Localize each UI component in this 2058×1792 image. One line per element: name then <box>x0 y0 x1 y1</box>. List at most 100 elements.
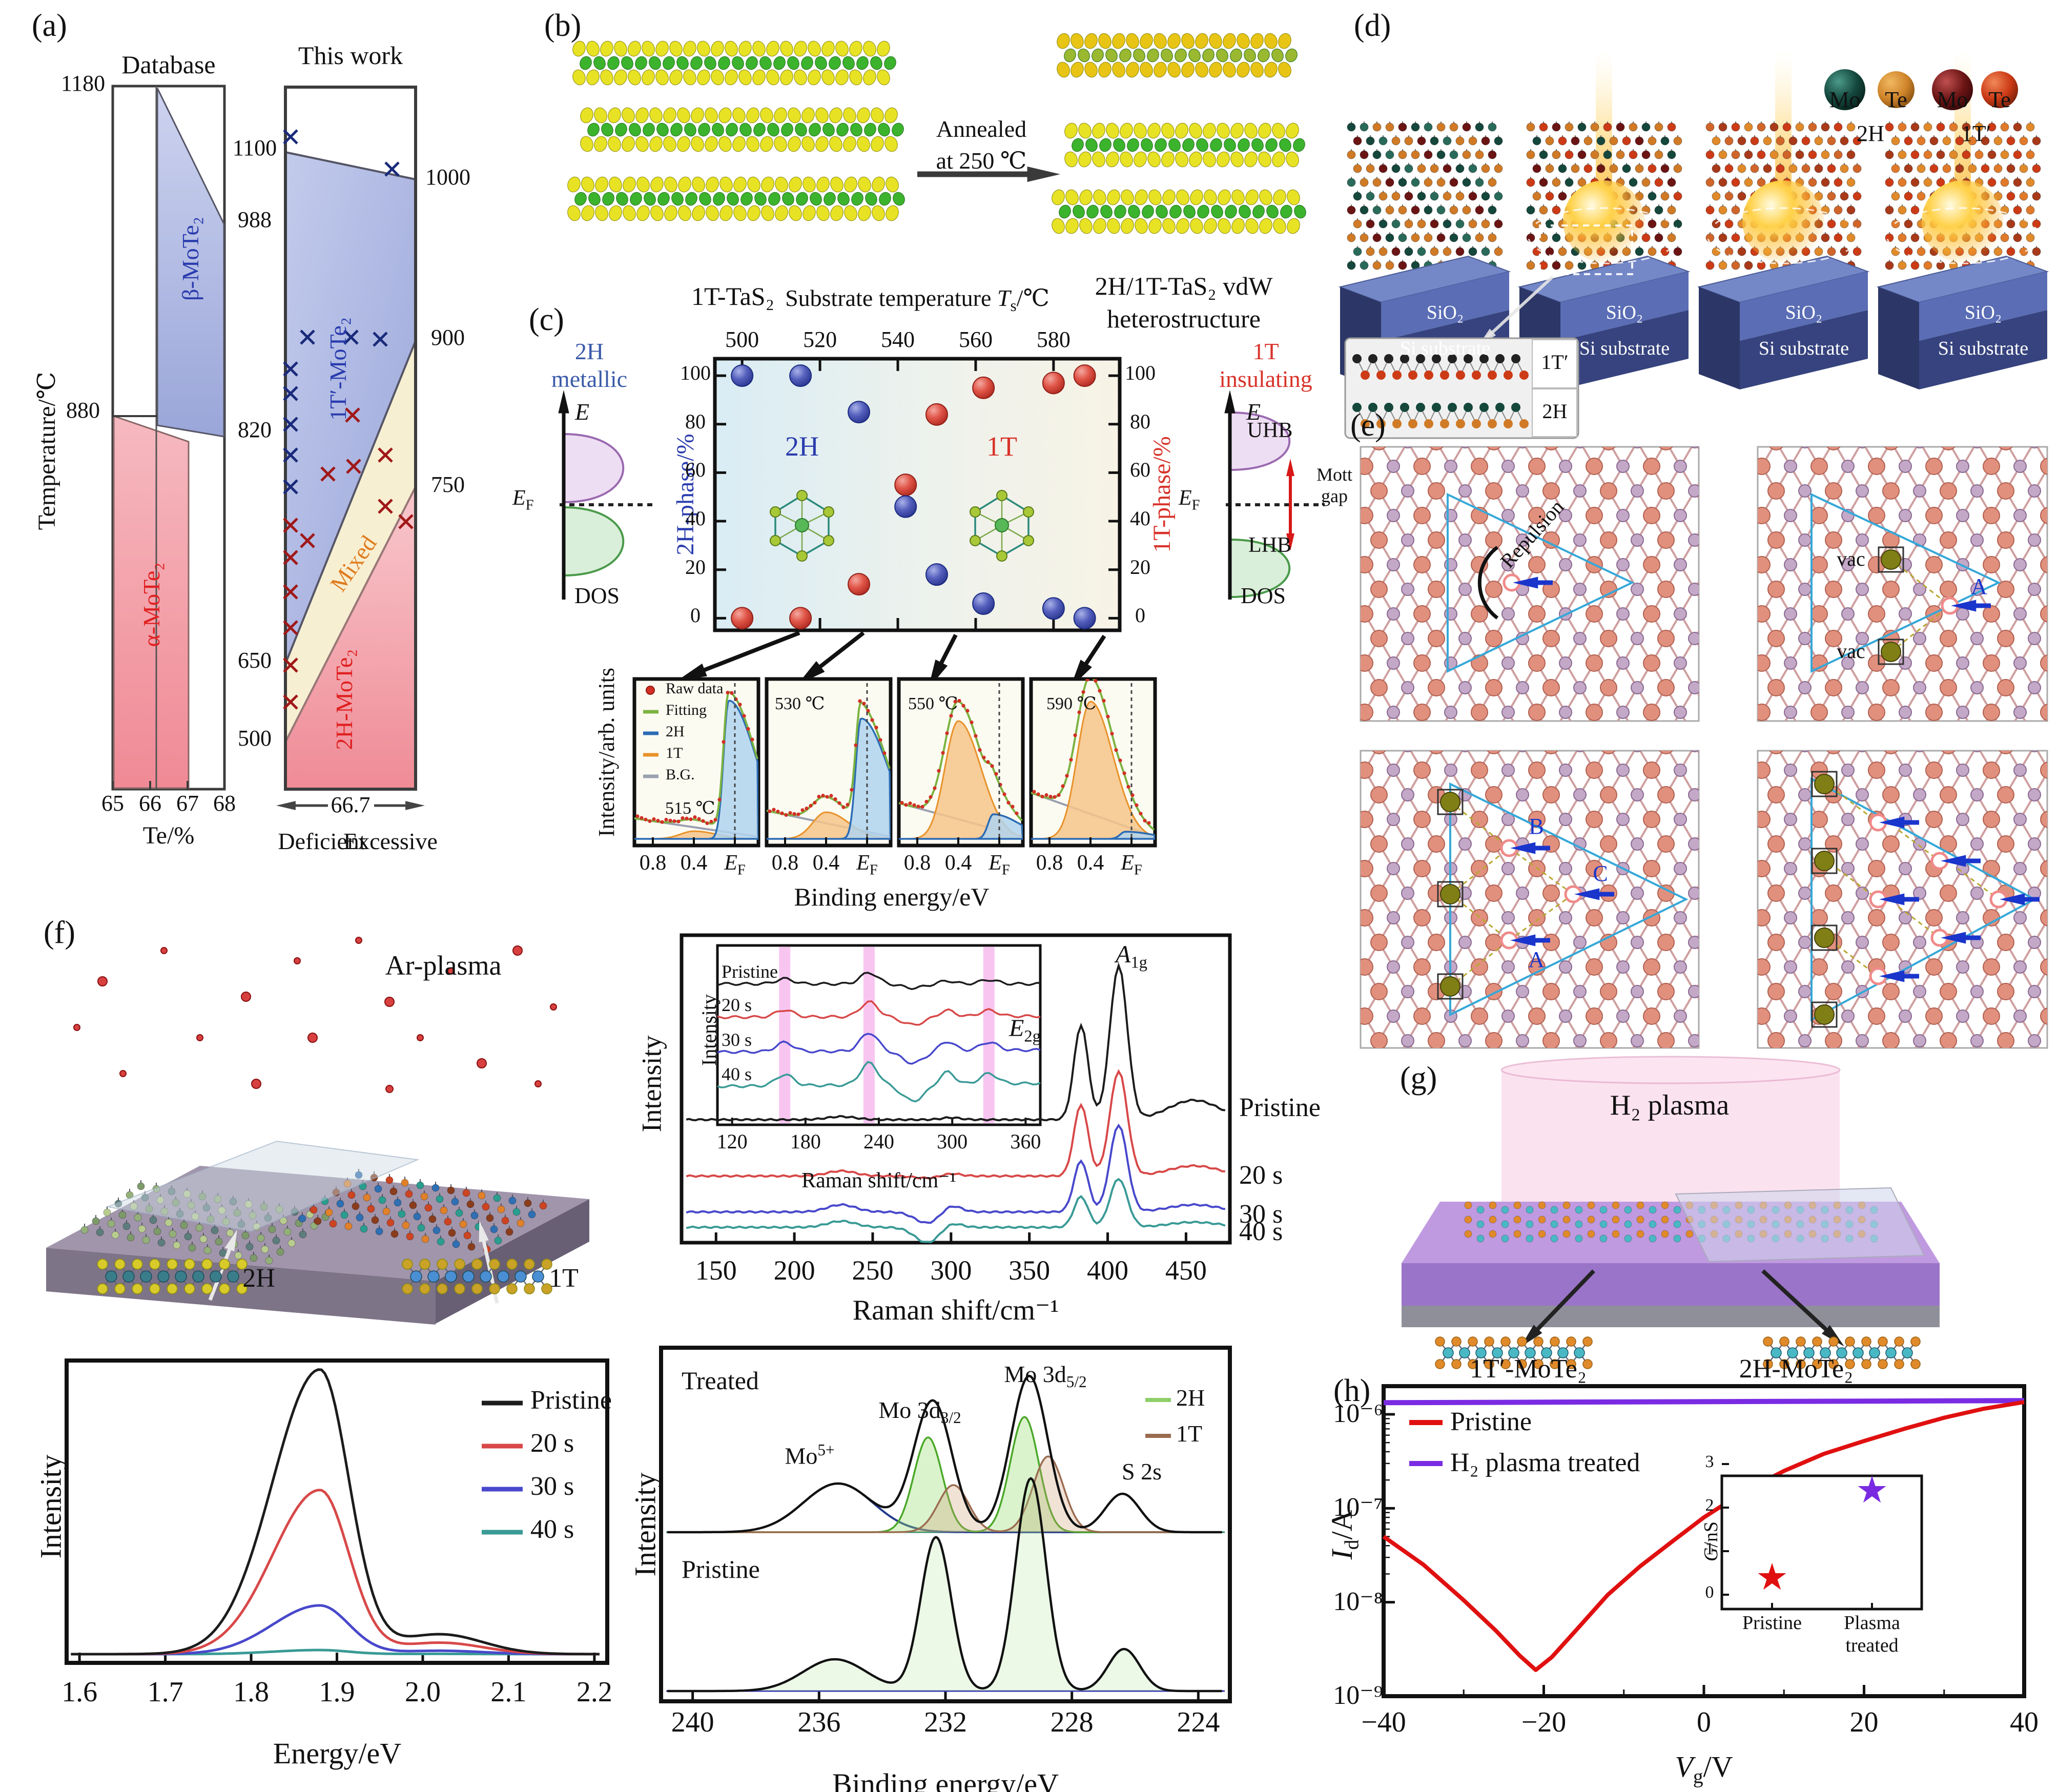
panel-label-g: (g) <box>1400 1061 1437 1096</box>
spec-temp-label: 515 ℃ <box>665 799 715 818</box>
temp-tick-650: 650 <box>238 648 272 673</box>
raman-x-tick: 400 <box>1087 1255 1129 1286</box>
temp-tick-820: 820 <box>238 417 272 442</box>
g-1tp-mote2-label: 1T′-MoTe₂ <box>1469 1354 1587 1384</box>
h-y-tick: 10⁻⁶ <box>1333 1399 1383 1428</box>
raman-curve-label: 20 s <box>1239 1161 1283 1190</box>
xps-x-tick: 240 <box>671 1706 714 1738</box>
substrate-si-label: Si substrate <box>1758 338 1849 359</box>
conductance-star-marker: ★ <box>1856 1470 1889 1511</box>
raman-inset-curve-label: 20 s <box>722 995 752 1015</box>
y-axis-2h-phase: 2H-phase/% <box>671 434 699 555</box>
pl-x-tick: 2.2 <box>576 1676 612 1708</box>
phase-diagram-chart <box>111 85 425 818</box>
h-x-tick: 0 <box>1697 1706 1711 1738</box>
dos-left-EF: EF <box>512 486 534 513</box>
h-y-tick: 10⁻⁸ <box>1333 1587 1383 1616</box>
spec-x-tick-ef: EF <box>724 851 746 878</box>
panel-label-c: (c) <box>529 302 564 337</box>
conductance-star-marker: ★ <box>1756 1557 1789 1598</box>
dos-right-DOS: DOS <box>1240 583 1286 608</box>
h-y-tick: 10⁻⁷ <box>1333 1493 1383 1522</box>
spec-y-axis-label: Intensity/arb. units <box>593 668 619 837</box>
h-inset-cat-plasma: Plasma <box>1844 1612 1900 1634</box>
f-2h-label: 2H <box>242 1264 275 1293</box>
raman-inset-x-tick: 240 <box>863 1130 894 1153</box>
raman-curve-label: 30 s <box>1239 1200 1283 1229</box>
dos-right-LHB: LHB <box>1248 533 1291 557</box>
h-x-axis: Vg/V <box>1675 1750 1733 1788</box>
scatter-y-tick-left: 80 <box>685 409 706 433</box>
temp-tick-880: 880 <box>66 398 100 423</box>
legend-te-1tp: Te <box>1988 87 2011 112</box>
spec-x-tick-ef: EF <box>1121 851 1142 878</box>
h2-plasma-title: H₂ plasma <box>1610 1089 1730 1121</box>
spec-x-tick: 0.8 <box>771 851 799 875</box>
h-inset-y-tick: 0 <box>1705 1583 1714 1602</box>
dos-right-title-2: insulating <box>1219 366 1312 392</box>
pl-x-tick: 2.0 <box>404 1676 441 1708</box>
scatter-x-tick: 540 <box>881 327 915 352</box>
scatter-y-tick-right: 80 <box>1130 409 1150 433</box>
spec-legend-label: Raw data <box>666 680 724 697</box>
scatter-x-tick: 500 <box>725 327 759 352</box>
pl-legend-label: 30 s <box>530 1472 574 1501</box>
xps-x-tick: 236 <box>797 1706 841 1738</box>
site-a-label: A <box>1971 574 1987 599</box>
scatter-y-tick-right: 0 <box>1135 604 1145 627</box>
legend-mo-2h: Mo <box>1829 87 1861 112</box>
h-inset-cat-treated: treated <box>1845 1635 1899 1656</box>
column-title-thiswork: This work <box>298 41 403 70</box>
xps-mo3d52-label: Mo 3d5/2 <box>1004 1361 1087 1391</box>
f-1t-label: 1T <box>549 1264 579 1293</box>
tas2-structure-illustration <box>567 33 1306 234</box>
scatter-x-tick: 520 <box>803 327 837 352</box>
caption-2h1t-tas2: 2H/1T-TaS₂ vdW <box>1095 272 1273 300</box>
y-axis-temperature: Temperature/℃ <box>33 372 60 530</box>
h-legend-treated: H₂ plasma treated <box>1450 1448 1640 1477</box>
scatter-top-axis-label: Substrate temperature Ts/℃ <box>785 285 1049 315</box>
h-inset-y-tick: 2 <box>1705 1496 1714 1515</box>
substrate-sio2-label: SiO₂ <box>1785 302 1823 323</box>
pl-legend-label: 40 s <box>530 1515 574 1544</box>
substrate-sio2-label: SiO₂ <box>1606 302 1643 323</box>
region-alpha-mote2: α-MoTe₂ <box>138 562 164 647</box>
panel-label-e: (e) <box>1350 408 1386 443</box>
site-b-label: B <box>1529 814 1544 839</box>
dos-right-UHB: UHB <box>1247 419 1293 442</box>
scatter-y-tick-left: 20 <box>685 555 706 579</box>
spec-legend-label: 2H <box>666 723 685 740</box>
raman-inset-x-tick: 360 <box>1010 1130 1041 1153</box>
te-tick-label: 66 <box>139 791 161 816</box>
raman-x-axis: Raman shift/cm⁻¹ <box>852 1294 1059 1326</box>
lattice-vacancy-diagrams <box>1360 446 2048 1049</box>
scatter-y-tick-right: 100 <box>1125 361 1156 385</box>
substrate-si-label: Si substrate <box>1400 338 1491 359</box>
legend-te-2h: Te <box>1885 87 1907 112</box>
scatter-y-tick-right: 40 <box>1130 507 1150 530</box>
pl-x-tick: 1.7 <box>147 1676 183 1708</box>
scatter-x-tick: 580 <box>1036 327 1071 352</box>
pl-x-tick: 1.9 <box>319 1676 355 1708</box>
axis-note-deficient: Deficient <box>278 828 366 854</box>
xps-mo3d32-label: Mo 3d3/2 <box>878 1397 961 1427</box>
raman-spectra-chart <box>680 933 1232 1245</box>
spec-temp-label: 590 ℃ <box>1046 694 1097 713</box>
h-inset-cat-pristine: Pristine <box>1742 1612 1802 1634</box>
scatter-1t-label: 1T <box>986 431 1017 462</box>
xps-s2s-label: S 2s <box>1122 1458 1162 1485</box>
te-tick-label: 67 <box>176 791 199 816</box>
spec-x-tick: 0.8 <box>639 851 667 875</box>
region-beta-mote2: β-MoTe₂ <box>177 217 203 301</box>
raman-a1g-label: A1g <box>1116 941 1147 972</box>
dos-right-EF: EF <box>1179 486 1200 513</box>
temp-tick-1180: 1180 <box>60 71 106 96</box>
xps-legend-2h: 2H <box>1176 1385 1205 1411</box>
spec-x-tick: 0.4 <box>680 851 708 875</box>
temp-tick-900: 900 <box>431 325 465 350</box>
spec-legend-label: 1T <box>666 745 683 761</box>
raman-x-tick: 450 <box>1165 1255 1207 1286</box>
h-inset-y-tick: 1 <box>1705 1539 1714 1558</box>
dos-left-title-1: 2H <box>574 338 604 364</box>
dos-left-title-2: metallic <box>551 366 628 392</box>
